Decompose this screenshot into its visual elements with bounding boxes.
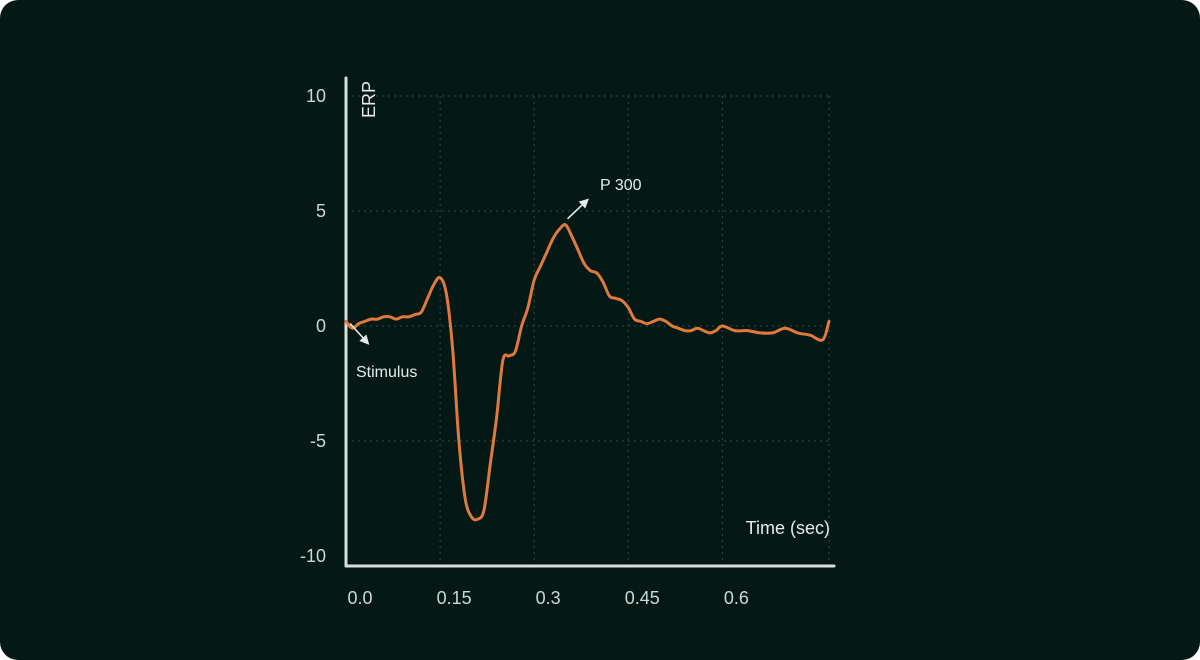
p300-arrow [566,198,589,220]
x-tick-label: 0.3 [536,588,561,608]
p300-label: P 300 [600,177,642,194]
stimulus-arrow [349,322,370,345]
axis-layer [344,76,836,568]
x-tick-label: 0.45 [625,588,660,608]
label-layer: 10 5 0 -5 -10 0.0 0.15 0.3 0.45 0.6 ERP Time (sec) [300,81,830,608]
grid-layer [346,95,830,566]
y-tick-label: 10 [306,86,326,106]
stimulus-label: Stimulus [356,364,417,381]
x-tick-label: 0.0 [347,588,372,608]
x-tick-label: 0.15 [437,588,472,608]
y-tick-label: 5 [316,201,326,221]
erp-series-line [344,223,831,522]
y-tick-label: 0 [316,316,326,336]
x-axis-title: Time (sec) [746,518,830,538]
x-tick-label: 0.6 [724,588,749,608]
y-tick-label: -10 [300,546,326,566]
series-layer [344,223,831,522]
y-axis-title: ERP [359,81,379,118]
y-tick-label: -5 [310,431,326,451]
annotation-layer: Stimulus P 300 [349,177,642,381]
